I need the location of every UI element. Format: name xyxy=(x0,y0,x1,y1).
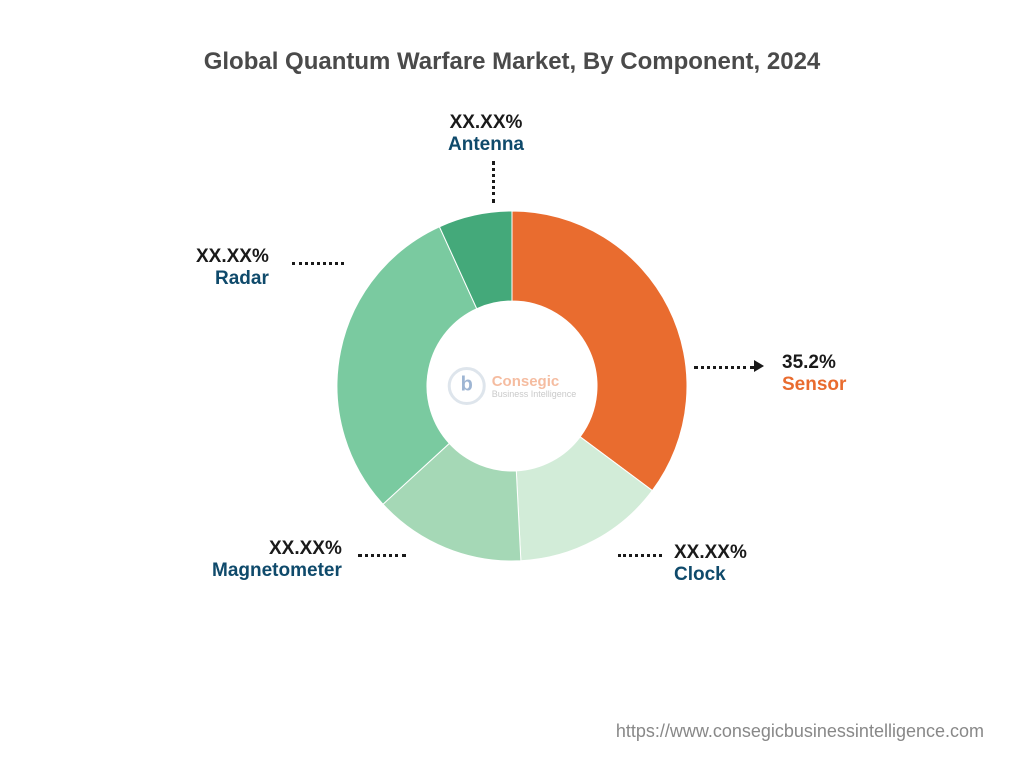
callout-magnetometer: XX.XX% Magnetometer xyxy=(212,538,342,582)
segment-sensor xyxy=(512,211,687,491)
sensor-label: Sensor xyxy=(782,374,846,396)
clock-pct: XX.XX% xyxy=(674,542,747,564)
magnetometer-pct: XX.XX% xyxy=(212,538,342,560)
arrow-head-sensor xyxy=(754,360,764,372)
logo-icon: b xyxy=(448,367,486,405)
logo-text-sub: Business Intelligence xyxy=(492,389,577,399)
radar-label: Radar xyxy=(196,268,269,290)
footer-url: https://www.consegicbusinessintelligence… xyxy=(616,721,984,742)
leader-line-radar xyxy=(292,262,344,265)
center-logo: b Consegic Business Intelligence xyxy=(448,367,577,405)
sensor-pct: 35.2% xyxy=(782,352,846,374)
callout-radar: XX.XX% Radar xyxy=(196,246,269,290)
magnetometer-label: Magnetometer xyxy=(212,560,342,582)
chart-area: b Consegic Business Intelligence 35.2% S… xyxy=(0,76,1024,696)
antenna-label: Antenna xyxy=(448,134,524,156)
leader-line-antenna xyxy=(492,161,495,203)
callout-clock: XX.XX% Clock xyxy=(674,542,747,586)
chart-title: Global Quantum Warfare Market, By Compon… xyxy=(0,0,1024,76)
callout-antenna: XX.XX% Antenna xyxy=(448,112,524,156)
callout-sensor: 35.2% Sensor xyxy=(782,352,846,396)
radar-pct: XX.XX% xyxy=(196,246,269,268)
logo-text-main: Consegic xyxy=(492,374,577,389)
leader-line-clock xyxy=(618,554,662,557)
leader-line-magnetometer xyxy=(358,554,406,557)
leader-line-sensor xyxy=(694,366,754,369)
clock-label: Clock xyxy=(674,564,747,586)
antenna-pct: XX.XX% xyxy=(448,112,524,134)
